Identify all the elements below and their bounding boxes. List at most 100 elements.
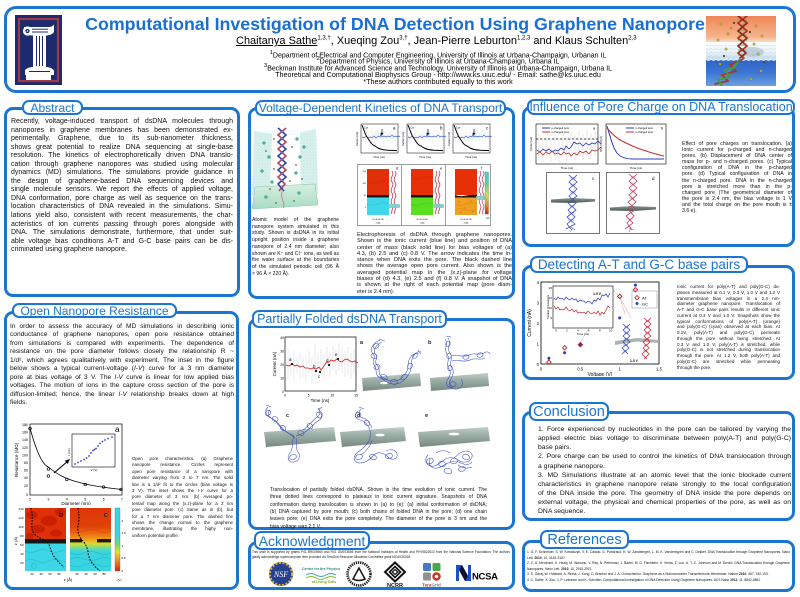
- svg-text:5: 5: [550, 316, 552, 320]
- svg-text:Resistance (MΩ): Resistance (MΩ): [14, 442, 19, 477]
- svg-text:20 40 60 80: 20 40 60 80: [372, 219, 384, 221]
- svg-text:d: d: [357, 413, 360, 419]
- svg-text:20 40 60 80: 20 40 60 80: [416, 219, 428, 221]
- svg-text:TeraGrid: TeraGrid: [422, 583, 441, 588]
- svg-text:0.5: 0.5: [577, 367, 583, 372]
- svg-text:20: 20: [280, 363, 284, 367]
- svg-text:0: 0: [282, 390, 284, 394]
- svg-text:NCRR: NCRR: [387, 583, 403, 588]
- svg-text:Current (nA): Current (nA): [530, 137, 533, 151]
- svg-text:120: 120: [22, 446, 28, 450]
- svg-text:d: d: [652, 176, 655, 181]
- svg-text:20: 20: [20, 561, 24, 565]
- svg-text:of Living Cells: of Living Cells: [312, 580, 337, 584]
- svg-text:1: 1: [619, 367, 622, 372]
- svg-text:d: d: [326, 358, 329, 363]
- svg-text:AT: AT: [642, 296, 647, 301]
- svg-text:20: 20: [24, 484, 28, 488]
- svg-text:10: 10: [609, 329, 613, 333]
- svg-text:100: 100: [362, 183, 366, 185]
- svg-text:120: 120: [18, 516, 23, 520]
- svg-text:0: 0: [365, 207, 367, 209]
- svg-text:7: 7: [121, 498, 123, 502]
- svg-text:20: 20: [549, 286, 553, 290]
- svg-text:Number of basepairs: Number of basepairs: [546, 294, 550, 319]
- svg-text:Time (ns): Time (ns): [561, 166, 574, 170]
- svg-text:80: 80: [24, 461, 28, 465]
- svg-text:(V): (V): [118, 578, 122, 582]
- svg-text:3: 3: [537, 301, 540, 306]
- svg-text:b: b: [661, 126, 664, 131]
- svg-text:2: 2: [29, 498, 31, 502]
- svg-text:d: d: [396, 166, 398, 171]
- svg-text:10: 10: [280, 377, 284, 381]
- svg-text:6: 6: [103, 498, 105, 502]
- svg-text:150: 150: [362, 171, 366, 173]
- svg-text:40: 40: [20, 552, 24, 556]
- svg-text:100: 100: [18, 525, 23, 529]
- svg-text:x (Å): x (Å): [420, 222, 425, 225]
- svg-text:2: 2: [566, 329, 568, 333]
- svg-text:0.5: 0.5: [122, 556, 127, 560]
- svg-text:Current (nA): Current (nA): [527, 309, 533, 337]
- svg-text:0: 0: [540, 367, 543, 372]
- svg-text:0: 0: [555, 329, 557, 333]
- svg-text:4: 4: [66, 498, 68, 502]
- svg-text:e: e: [335, 352, 338, 357]
- svg-text:20: 20: [75, 572, 79, 576]
- svg-text:140: 140: [22, 438, 28, 442]
- svg-text:80: 80: [20, 534, 24, 538]
- svg-text:c: c: [592, 176, 595, 181]
- svg-text:Center for the Physics: Center for the Physics: [302, 567, 340, 571]
- svg-text:NCSA: NCSA: [472, 572, 498, 583]
- svg-text:80: 80: [102, 572, 106, 576]
- svg-text:Diameter (nm): Diameter (nm): [61, 501, 91, 505]
- svg-text:Cur: Cur: [364, 126, 368, 130]
- svg-text:80: 80: [57, 572, 61, 576]
- svg-text:n-charged pore: n-charged pore: [552, 130, 570, 134]
- svg-text:c: c: [104, 512, 108, 519]
- svg-text:a: a: [593, 126, 596, 131]
- svg-text:40: 40: [280, 336, 284, 340]
- svg-text:60: 60: [20, 543, 24, 547]
- svg-text:6: 6: [588, 329, 590, 333]
- svg-text:50: 50: [364, 195, 367, 197]
- svg-text:60: 60: [93, 572, 97, 576]
- svg-text:20: 20: [30, 572, 34, 576]
- svg-text:p-charged pore: p-charged pore: [552, 126, 570, 130]
- svg-text:I (nA): I (nA): [67, 448, 71, 455]
- svg-text:x (Å): x (Å): [464, 222, 469, 225]
- svg-text:4: 4: [537, 280, 540, 285]
- svg-text:b: b: [440, 126, 443, 131]
- svg-text:8: 8: [599, 329, 601, 333]
- svg-text:1.0 V: 1.0 V: [630, 359, 639, 363]
- svg-text:z (Å): z (Å): [14, 536, 18, 545]
- svg-text:0: 0: [122, 569, 124, 573]
- svg-text:160: 160: [22, 431, 28, 435]
- svg-text:b: b: [428, 340, 432, 346]
- svg-text:5: 5: [84, 498, 86, 502]
- svg-text:a: a: [360, 340, 364, 346]
- svg-text:40: 40: [84, 572, 88, 576]
- svg-text:(V): (V): [486, 217, 490, 220]
- svg-text:40: 40: [39, 572, 43, 576]
- svg-text:GC: GC: [642, 302, 648, 307]
- svg-text:V (V): V (V): [91, 468, 98, 472]
- svg-text:Current (nA): Current (nA): [356, 132, 359, 146]
- svg-text:100: 100: [22, 453, 28, 457]
- svg-text:f: f: [481, 166, 483, 171]
- svg-text:c: c: [286, 413, 289, 419]
- svg-text:5: 5: [308, 394, 310, 398]
- svg-text:Voltage (V): Voltage (V): [588, 372, 613, 376]
- svg-text:60: 60: [48, 572, 52, 576]
- svg-text:n-charged pore: n-charged pore: [636, 130, 654, 134]
- svg-text:1: 1: [537, 342, 540, 347]
- svg-text:a: a: [115, 425, 120, 434]
- svg-text:Time (ns): Time (ns): [630, 166, 643, 170]
- svg-text:180: 180: [22, 423, 28, 427]
- svg-text:20 40 60 80: 20 40 60 80: [460, 219, 472, 221]
- svg-text:60: 60: [24, 469, 28, 473]
- svg-text:a: a: [289, 357, 292, 362]
- svg-text:Current (nA): Current (nA): [272, 351, 277, 376]
- svg-text:30: 30: [280, 350, 284, 354]
